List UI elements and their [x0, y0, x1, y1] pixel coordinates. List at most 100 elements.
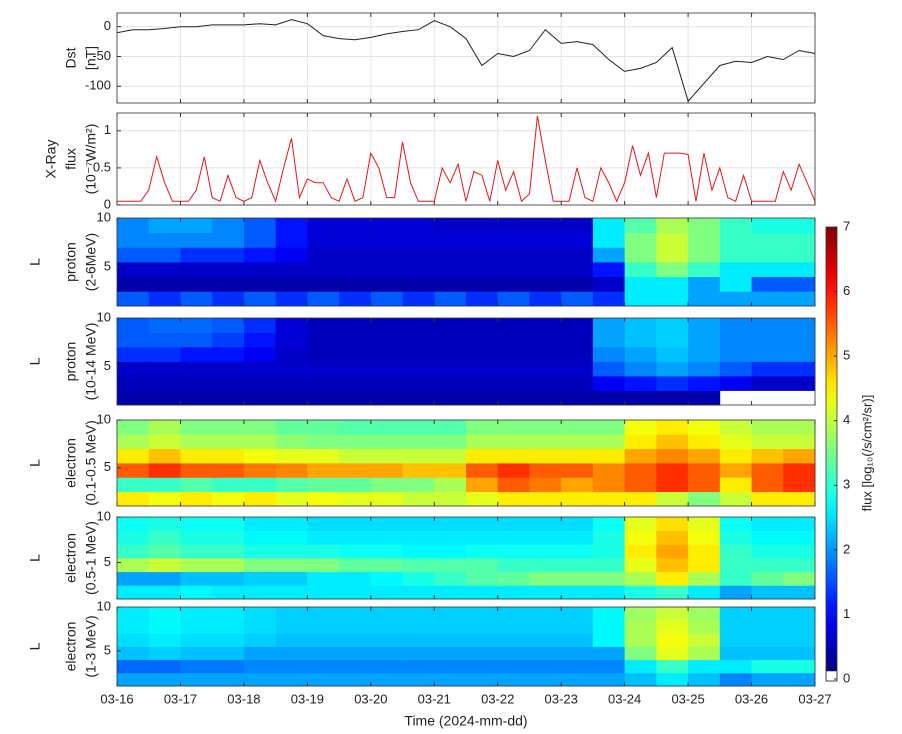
heatmap-cell [180, 347, 213, 362]
y-tick-label: 5 [104, 459, 111, 474]
y-tick-label: 5 [104, 642, 111, 657]
heatmap-cell [212, 434, 245, 450]
heatmap-cell [592, 291, 626, 307]
heatmap-cell [243, 291, 277, 307]
heatmap-cell [402, 376, 435, 391]
x-tick-label: 03-26 [735, 691, 768, 706]
heatmap-cell [624, 232, 657, 248]
heatmap-cell [783, 571, 816, 586]
heatmap-cell [180, 659, 213, 674]
heatmap-cell [212, 633, 245, 647]
heatmap-cell [117, 361, 150, 377]
heatmap-cell [656, 659, 689, 674]
heatmap-cell [243, 463, 277, 478]
heatmap-cell [307, 544, 340, 559]
heatmap-cell [466, 347, 499, 362]
heatmap-cell [529, 659, 562, 674]
heatmap-cell [307, 530, 340, 545]
heatmap-cell [656, 291, 689, 307]
heatmap-cell [466, 276, 499, 292]
heatmap-cell [497, 558, 530, 573]
heatmap-cell [624, 332, 657, 348]
heatmap-cell [370, 420, 403, 435]
heatmap-cell [243, 332, 277, 348]
heatmap-cell [370, 672, 403, 687]
heatmap-cell [592, 376, 626, 391]
heatmap-cell [656, 376, 689, 391]
heatmap-cell [434, 633, 467, 647]
heatmap-cell [624, 291, 657, 307]
heatmap-cell [117, 607, 150, 621]
heatmap-cell [307, 291, 340, 307]
heatmap-cell [561, 620, 594, 634]
x-tick-label: 03-20 [354, 691, 387, 706]
heatmap-cell [339, 491, 372, 507]
heatmap-cell [497, 247, 530, 263]
heatmap-cell [339, 332, 372, 348]
heatmap-cell [688, 332, 721, 348]
heatmap-cell [688, 659, 721, 674]
colorbar [826, 227, 837, 671]
heatmap-cell [688, 390, 721, 406]
heatmap-cell [180, 491, 213, 507]
heatmap-cell [592, 247, 626, 263]
heatmap-cell [783, 672, 816, 687]
heatmap-cell [275, 491, 308, 507]
heatmap-cell [434, 672, 467, 687]
heatmap-cell [497, 318, 530, 333]
heatmap-cell [719, 633, 752, 647]
heatmap-cell [561, 262, 594, 278]
heatmap-cell [656, 477, 689, 493]
heatmap-cell [783, 291, 816, 307]
heatmap-cell [624, 607, 657, 621]
plot-frame [116, 217, 816, 307]
heatmap-cell [497, 517, 530, 532]
heatmap-cell [212, 517, 245, 532]
heatmap-cell [212, 218, 245, 234]
heatmap-cell [466, 247, 499, 263]
heatmap-cell [688, 318, 721, 333]
heatmap-cell [497, 607, 530, 621]
heatmap-cell [370, 262, 403, 278]
heatmap-cell [719, 347, 752, 362]
panel: -100 -50 0 Dst [nT] [63, 12, 816, 104]
heatmap-cell [688, 607, 721, 621]
heatmap-cell [561, 633, 594, 647]
heatmap-cell [212, 262, 245, 278]
heatmap-cell [148, 544, 181, 559]
heatmap-cell [561, 434, 594, 450]
heatmap-cell [275, 544, 308, 559]
heatmap-cell [212, 491, 245, 507]
heatmap-cell [688, 477, 721, 493]
heatmap-cell [339, 361, 372, 377]
heatmap-cell [751, 491, 784, 507]
heatmap-cell [529, 544, 562, 559]
heatmap-cell [117, 347, 150, 362]
heatmap-cell [307, 218, 340, 234]
heatmap-cell [339, 672, 372, 687]
heatmap-cell [402, 420, 435, 435]
heatmap-cell [529, 276, 562, 292]
heatmap-cell [117, 633, 150, 647]
heatmap-cell [656, 434, 689, 450]
heatmap-cell [148, 585, 181, 600]
y-axis-label: L [27, 459, 43, 467]
heatmap-cell [117, 262, 150, 278]
heatmap-cell [180, 376, 213, 391]
heatmap-cell [275, 530, 308, 545]
heatmap-cell [783, 620, 816, 634]
heatmap-cell [656, 607, 689, 621]
heatmap-cell [719, 659, 752, 674]
heatmap-cell [624, 420, 657, 435]
heatmap-cell [688, 517, 721, 532]
heatmap-cell [497, 491, 530, 507]
heatmap-cell [307, 633, 340, 647]
heatmap-cell [751, 262, 784, 278]
heatmap-cell [497, 232, 530, 248]
heatmap-cell [592, 517, 626, 532]
heatmap-cell [148, 477, 181, 493]
heatmap-cell [402, 544, 435, 559]
heatmap-cell [783, 544, 816, 559]
heatmap-cell [751, 633, 784, 647]
heatmap-cell [402, 332, 435, 348]
